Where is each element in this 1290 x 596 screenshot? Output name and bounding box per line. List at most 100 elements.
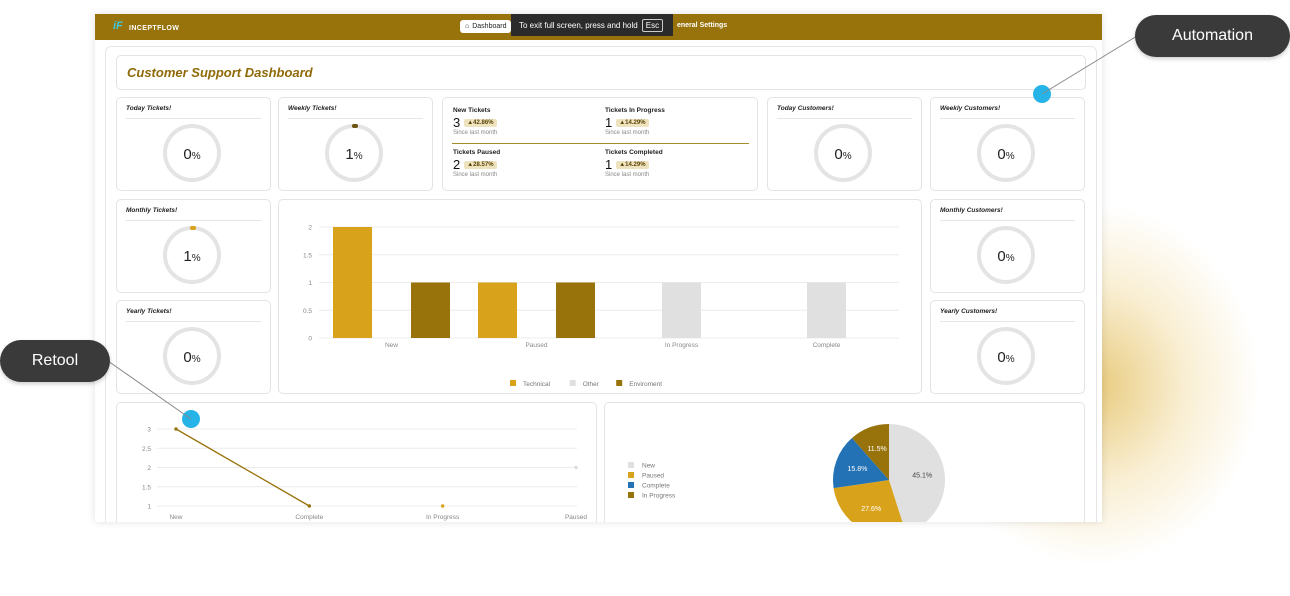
monthly-tickets-card: Monthly Tickets! 1%: [116, 199, 271, 293]
app-window: iF INCEPTFLOW ⌂ Dashboard eneral Setting…: [95, 14, 1102, 522]
divider: [940, 118, 1075, 119]
bar-chart: 0 0.5 1 1.5 2 New Paused In Progress Complete Tec…: [303, 225, 899, 388]
header-card: Customer Support Dashboard: [116, 55, 1086, 90]
gauge-ring: 1%: [163, 226, 221, 284]
stat-paused: Tickets Paused 2 ▲28.57% Since last month: [453, 149, 593, 178]
data-point: [574, 465, 578, 470]
bar: [333, 227, 372, 338]
card-title: Monthly Tickets!: [126, 207, 178, 214]
dashboard-panel: [105, 46, 1097, 522]
stat-subtitle: Since last month: [605, 130, 650, 136]
automation-callout: Automation: [1135, 15, 1290, 57]
pie-slice: [833, 480, 903, 522]
legend-label: New: [642, 463, 655, 470]
line-chart: 1 1.5 2 2.5 3 New Complete In Progress Paused: [142, 427, 587, 522]
card-title: Yearly Tickets!: [126, 308, 172, 315]
gauge-value: 0%: [834, 146, 852, 163]
stat-value: 1: [605, 115, 613, 130]
esc-key: Esc: [641, 18, 664, 32]
x-tick-label: In Progress: [426, 514, 460, 521]
gauge-value: 0%: [997, 146, 1015, 163]
data-point: [174, 427, 178, 431]
legend-swatch: [569, 380, 576, 386]
stat-completed: Tickets Completed 1 ▲14.29% Since last mo…: [605, 149, 745, 178]
bar: [807, 282, 846, 338]
pie-chart-card: 45.1% 27.6% 15.8% 11.5% New Paused Complete In …: [604, 402, 1085, 522]
gauge-ring: 0%: [977, 226, 1035, 284]
pie-slice: [851, 424, 889, 480]
x-tick-label: New: [385, 342, 398, 349]
gauge-ring: 0%: [977, 124, 1035, 182]
x-tick-label: In Progress: [665, 342, 699, 349]
top-navbar: iF INCEPTFLOW ⌂ Dashboard eneral Setting…: [95, 14, 1102, 40]
y-tick-label: 2: [147, 465, 151, 472]
divider: [126, 220, 261, 221]
stat-value: 1: [605, 157, 613, 172]
legend-label: Complete: [642, 483, 670, 490]
divider: [940, 220, 1075, 221]
card-title: Weekly Customers!: [940, 105, 1001, 112]
stat-label: Tickets Completed: [605, 149, 663, 156]
stat-in-progress: Tickets In Progress 1 ▲14.29% Since last …: [605, 107, 745, 136]
gauge-value: 0%: [183, 349, 201, 366]
divider: [126, 118, 261, 119]
gauge-ring: 0%: [163, 327, 221, 385]
logo-text: INCEPTFLOW: [129, 24, 180, 32]
gauge-value: 1%: [183, 248, 201, 265]
gauge-value: 0%: [997, 248, 1015, 265]
retool-callout-label: Retool: [31, 352, 79, 369]
legend-swatch: [628, 472, 634, 478]
card-title: Today Customers!: [777, 105, 834, 112]
legend-swatch: [628, 462, 634, 468]
logo: iF INCEPTFLOW: [113, 20, 179, 33]
nav-settings-label: eneral Settings: [677, 22, 728, 29]
slice-label: 45.1%: [912, 472, 932, 479]
nav-general-settings[interactable]: eneral Settings: [677, 22, 727, 29]
stat-label: Tickets In Progress: [605, 107, 665, 114]
legend-swatch: [616, 380, 623, 386]
y-tick-label: 1: [147, 504, 151, 511]
ticket-stats-card: New Tickets 3 ▲42.86% Since last month Ti…: [442, 97, 758, 191]
pie-chart: 45.1% 27.6% 15.8% 11.5% New Paused Complete In …: [628, 424, 945, 522]
gauge-ring: 0%: [977, 327, 1035, 385]
y-tick-label: 2.5: [142, 446, 151, 453]
bar-chart-card: 0 0.5 1 1.5 2 New Paused In Progress Complete Tec…: [278, 199, 922, 394]
stats-divider: [452, 143, 749, 144]
nav-dashboard-button[interactable]: ⌂ Dashboard: [460, 20, 512, 33]
gauge-fill: [190, 226, 196, 230]
page-title: Customer Support Dashboard: [127, 65, 313, 80]
stat-change-badge: ▲14.29%: [616, 160, 649, 169]
monthly-customers-card: Monthly Customers! 0%: [930, 199, 1085, 293]
retool-marker-dot: [182, 410, 200, 428]
bar: [662, 282, 701, 338]
divider: [126, 321, 261, 322]
x-tick-label: Paused: [525, 342, 547, 349]
divider: [777, 118, 912, 119]
gauge-value: 1%: [345, 146, 363, 163]
legend-label: Paused: [642, 473, 664, 480]
y-tick-label: 0.5: [303, 308, 312, 315]
divider: [288, 118, 423, 119]
gauge-value: 0%: [997, 349, 1015, 366]
card-title: Today Tickets!: [126, 105, 172, 112]
x-tick-label: Complete: [813, 342, 841, 349]
fullscreen-notice: To exit full screen, press and hold Esc: [511, 14, 673, 36]
y-tick-label: 1.5: [142, 484, 151, 491]
weekly-customers-card: Weekly Customers! 0%: [930, 97, 1085, 191]
logo-icon: iF: [113, 20, 123, 32]
stat-value: 2: [453, 157, 461, 172]
series-line: [175, 428, 310, 507]
card-title: Weekly Tickets!: [288, 105, 337, 112]
yearly-tickets-card: Yearly Tickets! 0%: [116, 300, 271, 394]
y-tick-label: 1: [308, 280, 312, 287]
pie-slice: [889, 424, 945, 522]
yearly-customers-card: Yearly Customers! 0%: [930, 300, 1085, 394]
legend-swatch: [510, 380, 516, 386]
stat-subtitle: Since last month: [605, 172, 650, 178]
divider: [940, 321, 1075, 322]
stat-change-badge: ▲28.57%: [464, 160, 497, 169]
fullscreen-notice-text: To exit full screen, press and hold: [519, 20, 638, 30]
y-tick-label: 1.5: [303, 252, 312, 259]
stat-change-badge: ▲14.29%: [616, 118, 649, 127]
bar: [411, 282, 450, 338]
